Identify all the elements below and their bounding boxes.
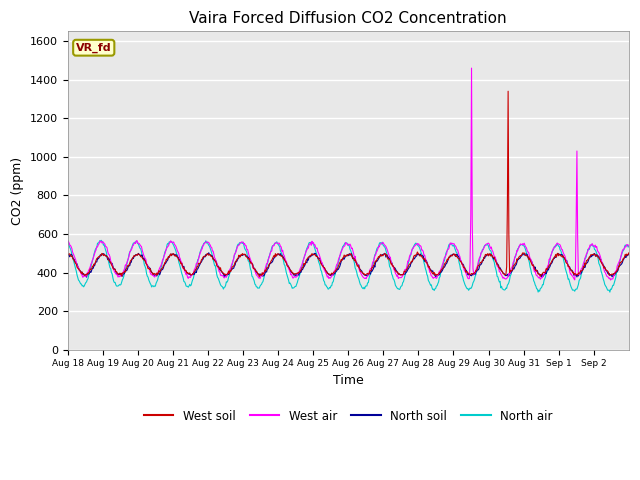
- X-axis label: Time: Time: [333, 374, 364, 387]
- Y-axis label: CO2 (ppm): CO2 (ppm): [11, 156, 24, 225]
- Legend: West soil, West air, North soil, North air: West soil, West air, North soil, North a…: [139, 405, 557, 427]
- Title: Vaira Forced Diffusion CO2 Concentration: Vaira Forced Diffusion CO2 Concentration: [189, 11, 507, 26]
- Text: VR_fd: VR_fd: [76, 43, 111, 53]
